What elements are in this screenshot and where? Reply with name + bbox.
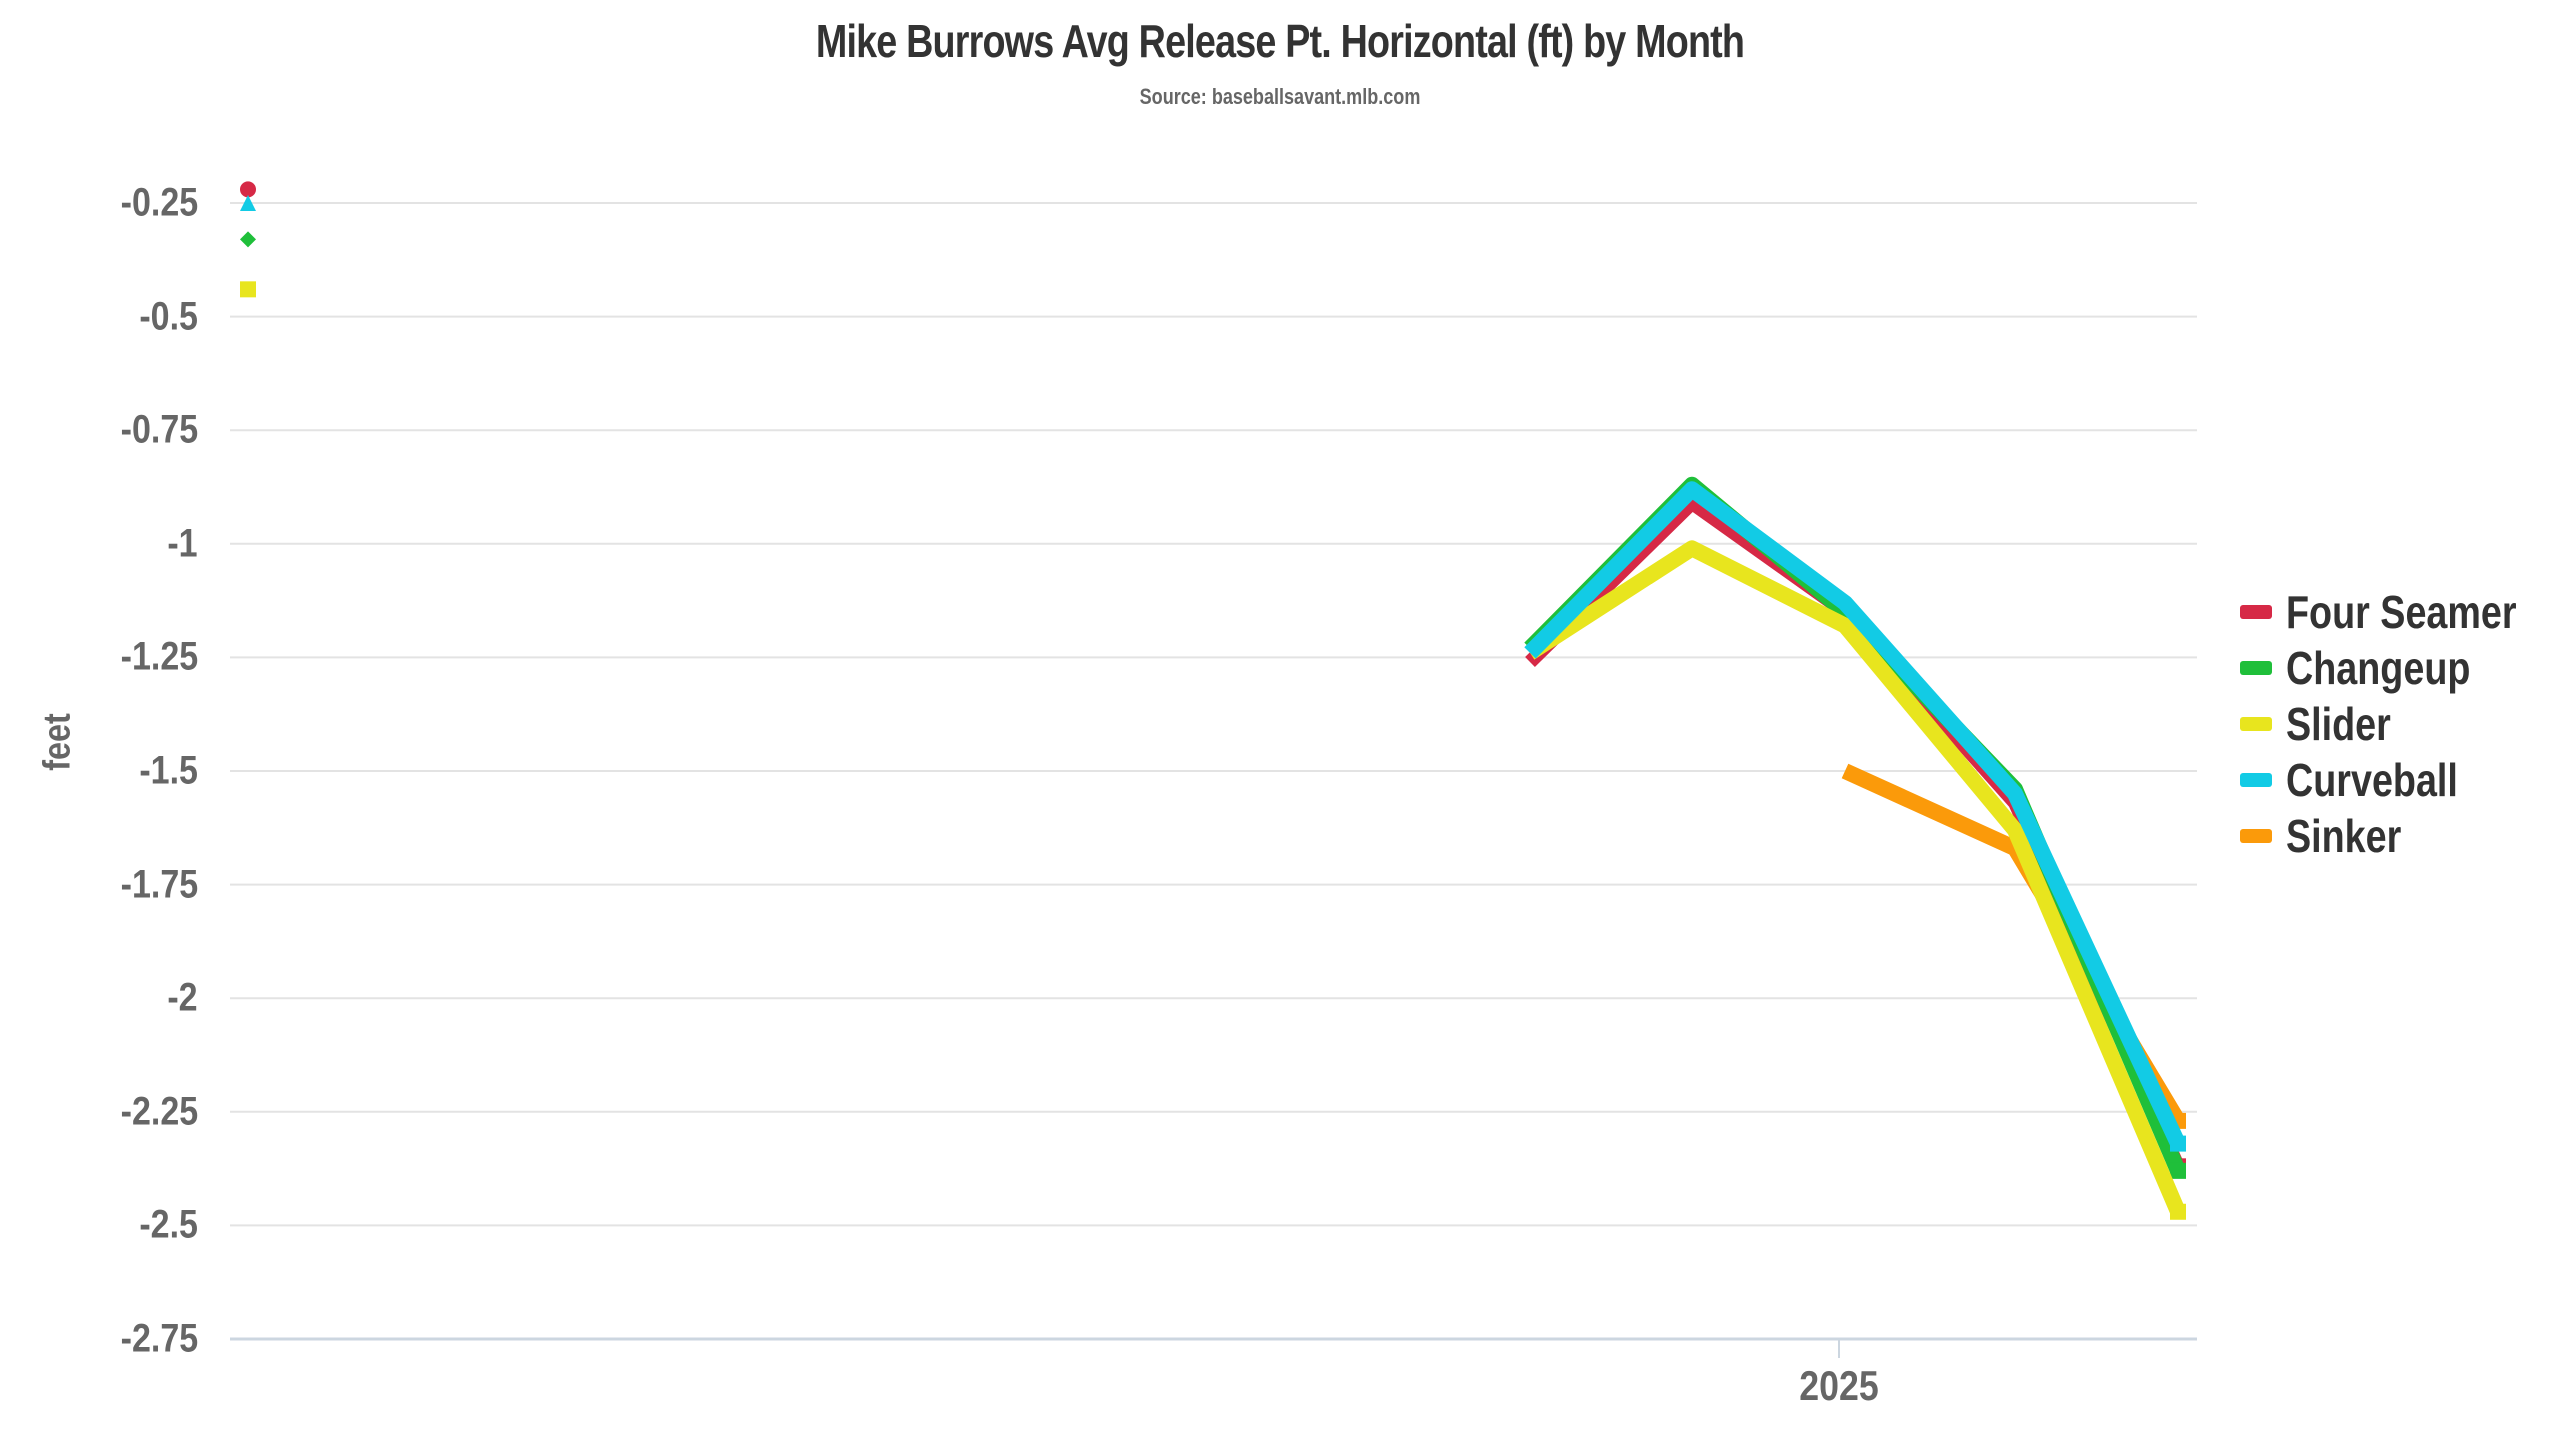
x-tick-label: 2025 [1799, 1362, 1879, 1409]
legend-item-sinker[interactable]: Sinker [2240, 808, 2560, 864]
y-tick-label: -0.5 [139, 294, 198, 339]
legend-item-slider[interactable]: Slider [2240, 696, 2560, 752]
data-point-marker[interactable] [2170, 1203, 2186, 1220]
series-line-slider[interactable] [1525, 540, 2186, 1215]
legend-label: Four Seamer [2286, 586, 2517, 638]
circle-marker-icon[interactable] [240, 181, 256, 198]
triangle-marker-icon[interactable] [240, 195, 256, 211]
legend-label: Slider [2286, 698, 2391, 750]
chart-subtitle: Source: baseballsavant.mlb.com [1139, 84, 1421, 109]
legend-swatch-icon [2240, 717, 2272, 731]
y-tick-label: -1.25 [120, 634, 198, 679]
diamond-marker-icon[interactable] [240, 231, 256, 248]
legend-item-curveball[interactable]: Curveball [2240, 752, 2560, 808]
y-tick-label: -2.5 [139, 1202, 198, 1247]
legend-swatch-icon [2240, 773, 2272, 787]
legend-label: Sinker [2286, 810, 2402, 862]
y-tick-label: -2.75 [120, 1316, 198, 1361]
y-tick-label: -2 [167, 975, 198, 1020]
legend-swatch-icon [2240, 829, 2272, 843]
y-tick-label: -1.5 [139, 748, 198, 793]
legend-label: Changeup [2286, 642, 2471, 694]
y-tick-label: -2.25 [120, 1089, 198, 1134]
series-line-curveball[interactable] [1524, 481, 2186, 1147]
legend-swatch-icon [2240, 605, 2272, 619]
legend-item-four-seamer[interactable]: Four Seamer [2240, 584, 2560, 640]
square-marker-icon[interactable] [240, 281, 256, 298]
y-tick-label: -1 [167, 521, 198, 566]
data-point-marker[interactable] [2170, 1135, 2186, 1152]
y-tick-label: -0.75 [120, 407, 198, 452]
data-point-marker[interactable] [2170, 1162, 2186, 1179]
legend: Four Seamer Changeup Slider Curveball Sinker [2240, 584, 2560, 864]
legend-item-changeup[interactable]: Changeup [2240, 640, 2560, 696]
chart-title: Mike Burrows Avg Release Pt. Horizontal … [815, 15, 1745, 67]
y-tick-label: -0.25 [120, 180, 198, 225]
legend-swatch-icon [2240, 661, 2272, 675]
legend-label: Curveball [2286, 754, 2458, 806]
y-tick-label: -1.75 [120, 862, 198, 907]
